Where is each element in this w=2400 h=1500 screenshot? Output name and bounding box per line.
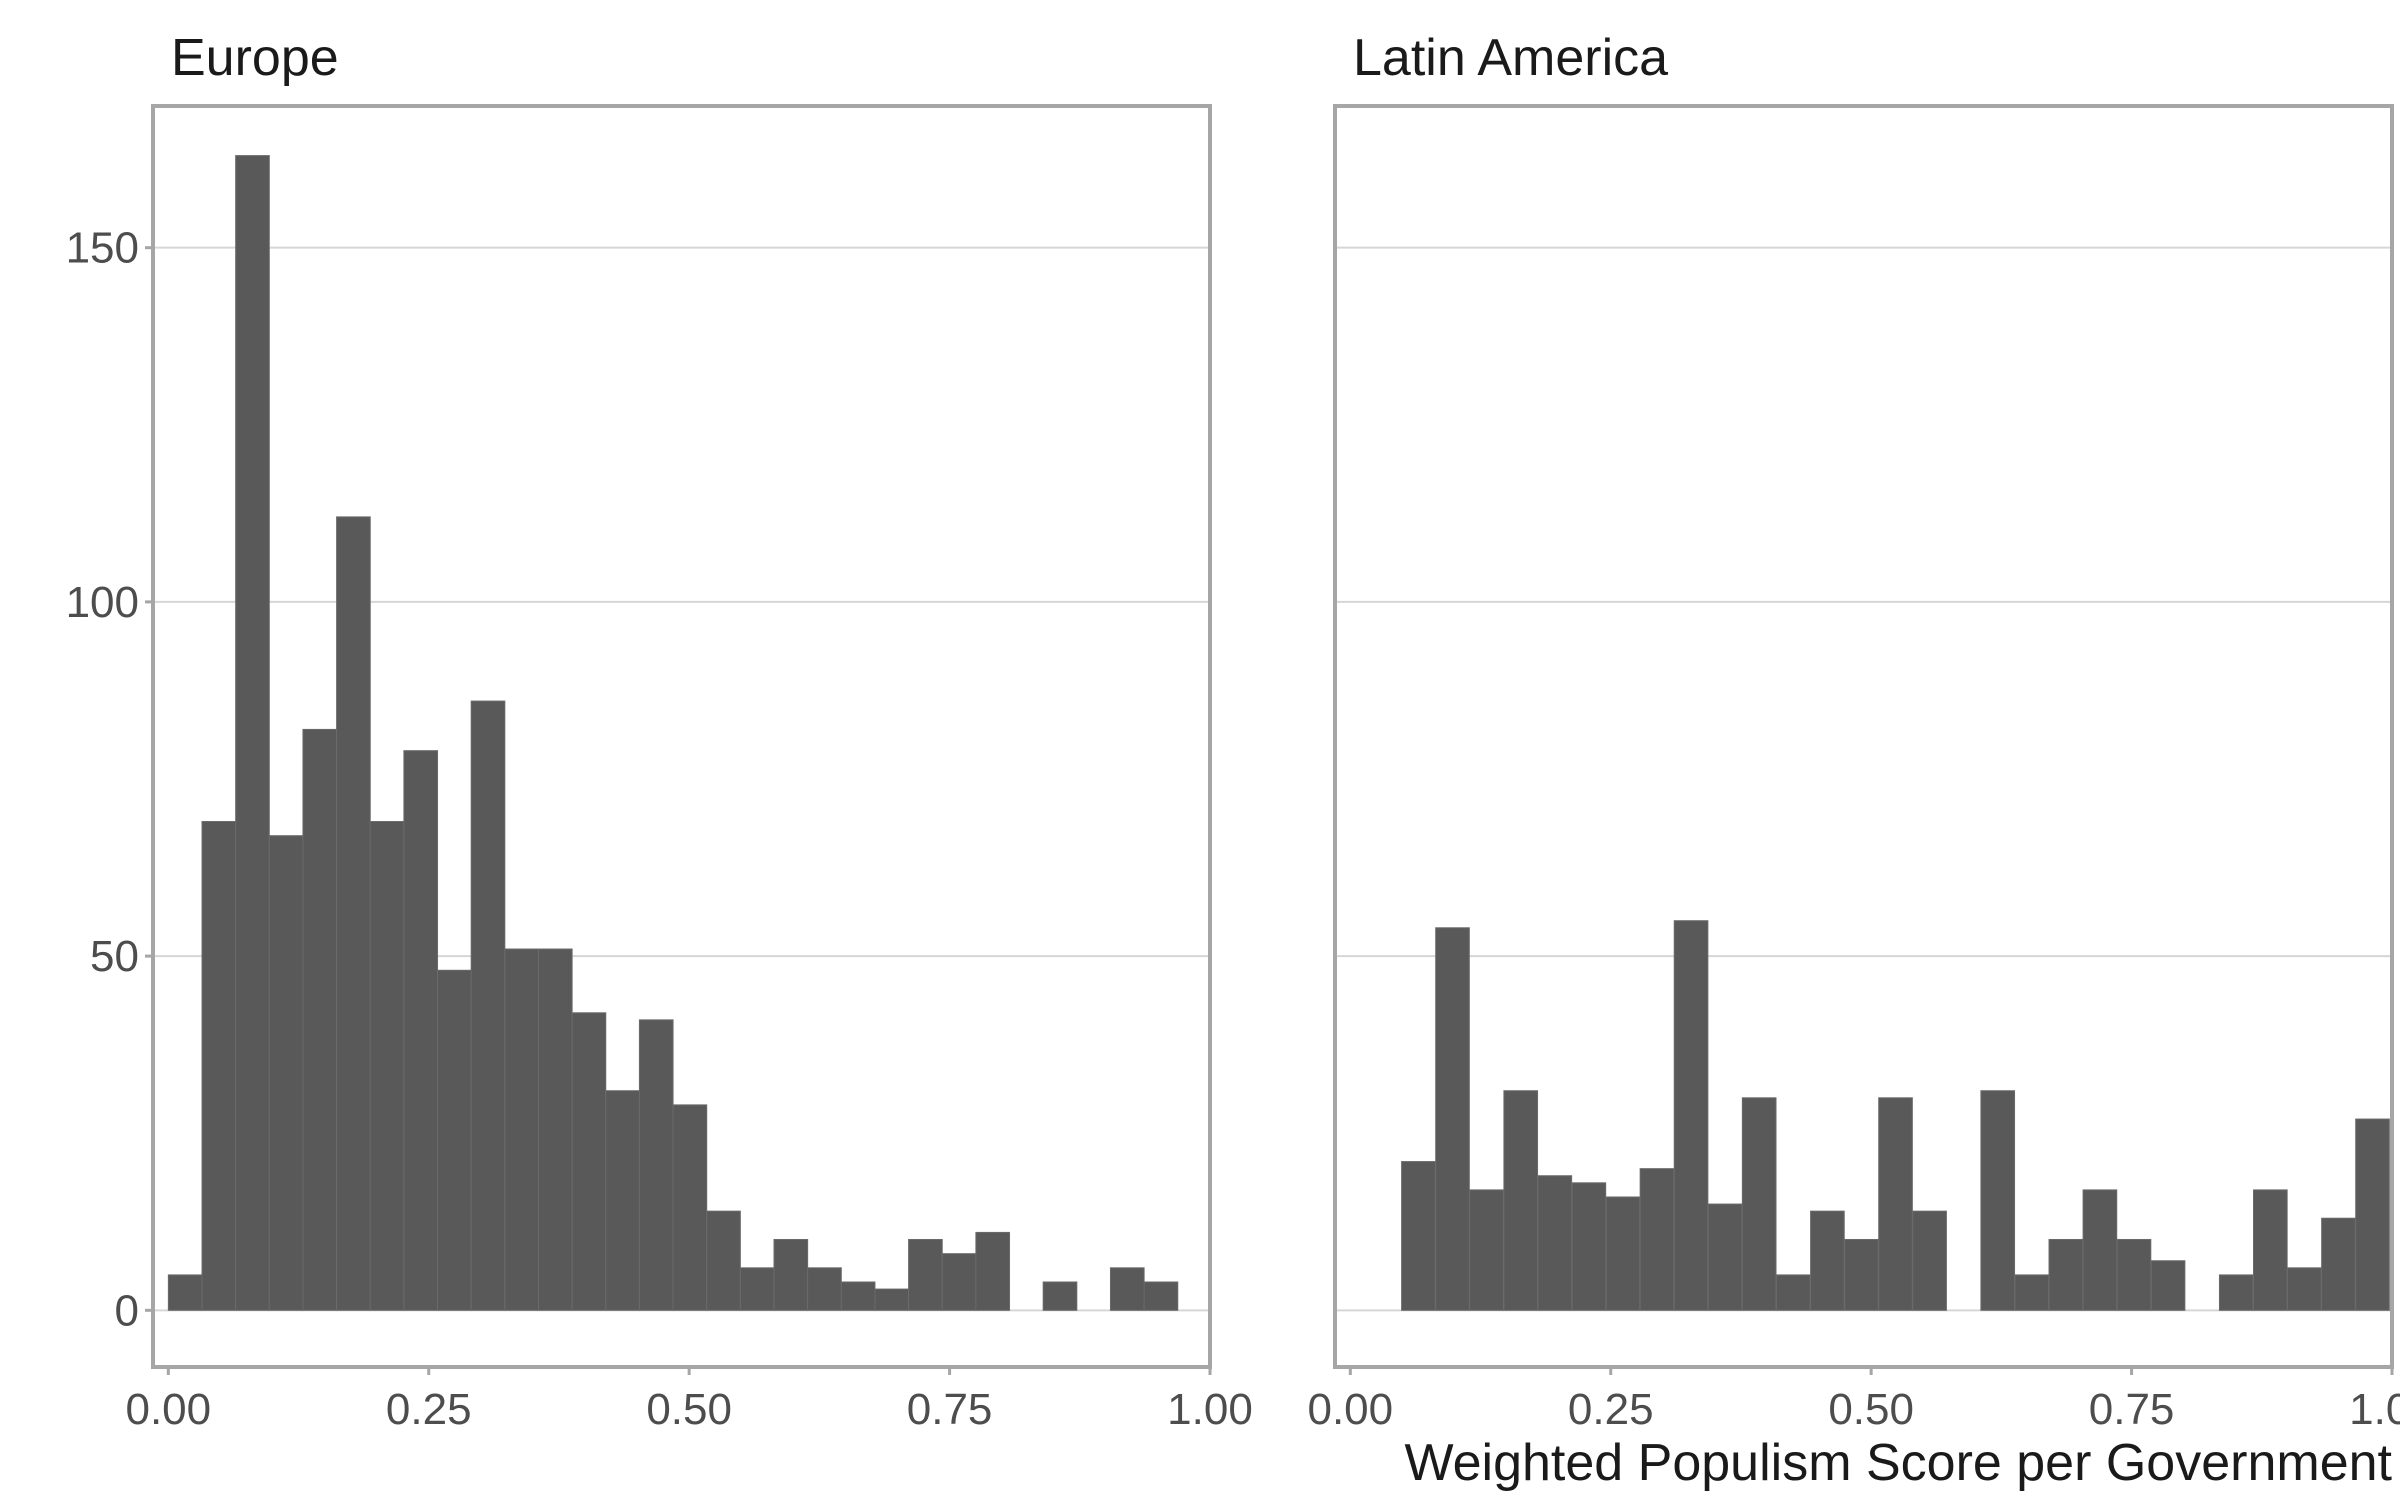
histogram-bar <box>235 155 270 1311</box>
histogram-bar <box>1435 927 1470 1311</box>
histogram-bar <box>2355 1118 2390 1311</box>
histogram-bar <box>1469 1189 1504 1311</box>
histogram-bar <box>1639 1168 1675 1311</box>
x-tick-label: 0.25 <box>386 1385 472 1434</box>
histogram-bar <box>1401 1161 1436 1311</box>
histogram-bar <box>369 821 405 1311</box>
histogram-bar <box>739 1267 775 1311</box>
histogram-bar <box>1042 1281 1078 1311</box>
histogram-bar <box>1707 1203 1743 1311</box>
histogram-bar <box>840 1281 876 1311</box>
x-tick-label: 0.25 <box>1568 1385 1654 1434</box>
x-tick-label: 0.75 <box>2089 1385 2175 1434</box>
histogram-bar <box>1673 920 1709 1311</box>
histogram-bar <box>403 750 439 1311</box>
x-tick-label: 0.50 <box>646 1385 732 1434</box>
histogram-bar <box>1741 1097 1777 1311</box>
x-tick-label: 0.75 <box>907 1385 993 1434</box>
x-tick-label: 0.00 <box>125 1385 211 1434</box>
histogram-bar <box>1605 1196 1641 1311</box>
histogram-bar <box>1912 1210 1947 1311</box>
histogram-bar <box>605 1090 640 1311</box>
histogram-bar <box>874 1288 910 1311</box>
histogram-bar <box>1980 1090 2016 1311</box>
histogram-bar <box>908 1238 943 1311</box>
panel-europe: Europe 0.00 0.25 0.50 0.75 1.00 0 50 100 150 <box>66 29 1253 1434</box>
histogram-bar <box>336 516 371 1311</box>
histogram-bar <box>504 948 539 1311</box>
histogram-bar <box>1878 1097 1913 1311</box>
histogram-bar <box>2253 1189 2288 1311</box>
histogram-bar <box>2048 1238 2084 1311</box>
histogram-bar <box>1109 1267 1145 1311</box>
panel-title: Latin America <box>1353 29 1668 87</box>
histogram-bar <box>1775 1274 1811 1311</box>
histogram-bar <box>167 1274 203 1311</box>
panel-border <box>1333 104 2394 1369</box>
y-tick-label: 150 <box>66 224 139 273</box>
histogram-bar <box>2150 1260 2186 1311</box>
histogram-bar <box>638 1019 674 1311</box>
x-tick-label: 0.00 <box>1307 1385 1393 1434</box>
histogram-bar <box>807 1267 842 1311</box>
histogram-bar <box>437 969 472 1311</box>
histogram-bar <box>1844 1238 1879 1311</box>
histogram-bar <box>1571 1182 1607 1311</box>
x-axis-title: Weighted Populism Score per Government <box>1404 1434 2392 1492</box>
x-tick-label: 0.50 <box>1828 1385 1914 1434</box>
histogram-bar <box>2082 1189 2118 1311</box>
histogram-bar <box>201 821 237 1311</box>
histogram-bar <box>773 1238 809 1311</box>
histogram-bar <box>1810 1210 1845 1311</box>
histogram-bar <box>268 835 304 1311</box>
y-tick-label: 0 <box>115 1286 139 1335</box>
x-tick-label: 1.00 <box>2349 1385 2400 1434</box>
histogram-bar <box>302 728 338 1311</box>
y-tick-label: 100 <box>66 578 139 627</box>
histogram-bar <box>2287 1267 2322 1311</box>
y-tick-label: 50 <box>90 932 139 981</box>
histogram-bar <box>2218 1274 2254 1311</box>
histogram-bar <box>1537 1175 1573 1311</box>
panel-title: Europe <box>171 29 339 87</box>
x-tick-label: 1.00 <box>1167 1385 1253 1434</box>
histogram-bar <box>537 948 573 1311</box>
histogram-bar <box>2321 1217 2356 1311</box>
histogram-bar <box>672 1104 708 1311</box>
histogram-bar <box>571 1012 607 1311</box>
histogram-bar <box>706 1210 741 1311</box>
panel-latin-america: Latin America 0.00 0.25 0.50 0.75 1.00 <box>1307 29 2400 1434</box>
histogram-bar <box>1143 1281 1179 1311</box>
histogram-bar <box>975 1231 1011 1311</box>
panel-border <box>151 104 1212 1369</box>
histogram-bar <box>2014 1274 2050 1311</box>
histogram-bar <box>1503 1090 1539 1311</box>
histogram-bar <box>470 700 506 1311</box>
histogram-bar <box>941 1253 977 1311</box>
histogram-bar <box>2116 1238 2152 1311</box>
